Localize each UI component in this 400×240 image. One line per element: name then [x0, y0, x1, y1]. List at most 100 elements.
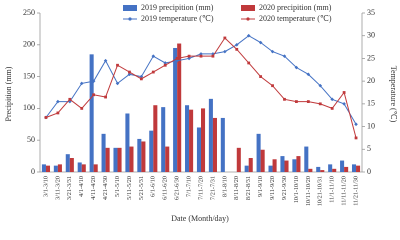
point — [211, 54, 215, 58]
point — [247, 61, 251, 65]
y-tick-label: 150 — [23, 71, 35, 80]
bar — [220, 117, 225, 172]
bar — [268, 165, 273, 172]
x-tick-label: 5/11-5/20 — [126, 176, 133, 200]
bar — [304, 146, 309, 172]
y2-tick-label: 10 — [367, 121, 375, 130]
y2-tick-label: 0 — [367, 167, 371, 176]
y2-tick-label: 35 — [367, 8, 375, 17]
x-tick-label: 11/11-11/20 — [341, 176, 348, 206]
chart: Date (Month/day) Precipition (mm) Temper… — [3, 2, 399, 223]
legend-marker — [246, 17, 250, 21]
point — [103, 58, 108, 63]
bar — [45, 165, 51, 172]
point — [56, 111, 60, 115]
bar — [208, 98, 213, 172]
bar — [320, 170, 325, 172]
bar — [173, 47, 178, 173]
x-tick-label: 5/21-5/31 — [138, 176, 145, 200]
point — [295, 100, 298, 103]
x-tick-label: 4/11-4/20 — [90, 176, 97, 200]
x-tick-label: 10/21-10/31 — [317, 176, 324, 206]
point — [318, 102, 322, 106]
x-tick-label: 4/21-4/30 — [102, 176, 109, 200]
x-tick-label: 7/11-7/20 — [197, 176, 204, 200]
point — [258, 40, 263, 45]
bar — [356, 165, 361, 172]
point — [354, 136, 358, 140]
point — [259, 75, 263, 78]
bar — [93, 164, 98, 172]
x-tick-label: 9/1-9/10 — [257, 176, 264, 197]
legend-marker — [128, 17, 132, 21]
bar — [81, 164, 86, 172]
bar — [236, 147, 241, 172]
bar — [256, 133, 261, 172]
point — [246, 33, 251, 38]
bar — [53, 165, 58, 172]
point — [306, 72, 311, 77]
point — [354, 122, 358, 127]
bar — [280, 156, 285, 172]
point — [330, 107, 334, 110]
bar — [328, 164, 333, 172]
point — [116, 63, 119, 67]
x-tick-label: 7/21-7/31 — [209, 176, 216, 200]
x-tick-label: 8/1-8/10 — [221, 176, 228, 197]
x-tick-label: 4/1-4/10 — [78, 176, 85, 197]
legend-label: 2020 precipition (mm) — [259, 3, 332, 12]
point — [151, 70, 155, 74]
point — [56, 99, 60, 104]
bar — [340, 160, 345, 172]
bar — [201, 108, 206, 172]
bar — [212, 117, 217, 172]
y-tick-label: 250 — [23, 8, 35, 17]
x-tick-label: 9/21-9/30 — [281, 176, 288, 200]
bar — [316, 166, 321, 172]
point — [271, 84, 274, 88]
point — [187, 54, 191, 58]
bar — [41, 164, 46, 172]
x-tick-label: 3/21-3/31 — [66, 176, 73, 200]
bar — [65, 154, 70, 172]
y2-axis-title: Temperature (℃) — [389, 66, 398, 123]
point — [163, 63, 167, 67]
point — [151, 54, 156, 58]
bar — [332, 168, 337, 172]
x-tick-label: 5/1-5/10 — [114, 176, 121, 197]
point — [283, 97, 286, 101]
point — [80, 107, 84, 110]
point — [223, 36, 227, 40]
point — [68, 97, 72, 101]
y-axis-title: Precipition (mm) — [4, 66, 13, 121]
point — [282, 54, 287, 58]
point — [342, 91, 346, 94]
point — [234, 43, 239, 47]
bar — [57, 164, 62, 172]
point — [306, 100, 310, 103]
x-tick-label: 8/11-8/20 — [233, 176, 240, 200]
x-axis-title: Date (Month/day) — [171, 214, 229, 223]
y-tick-label: 50 — [27, 135, 35, 144]
bar — [141, 141, 146, 172]
bar — [244, 165, 249, 172]
point — [342, 102, 346, 106]
bar — [196, 127, 201, 172]
bar — [284, 160, 289, 172]
bar — [185, 105, 190, 172]
x-tick-label: 7/1-7/10 — [185, 176, 192, 197]
bar — [248, 158, 253, 172]
y-tick-label: 200 — [23, 40, 35, 49]
y2-tick-label: 15 — [367, 99, 375, 108]
x-tick-label: 6/1-6/10 — [150, 176, 157, 197]
point — [139, 77, 143, 81]
bar — [344, 166, 349, 172]
bar — [260, 149, 265, 172]
point — [175, 57, 179, 60]
x-tick-label: 10/11-10/20 — [305, 176, 312, 206]
bar — [177, 43, 182, 172]
bar — [77, 162, 82, 172]
bar — [351, 164, 357, 172]
bar — [89, 54, 94, 173]
point — [92, 93, 96, 97]
